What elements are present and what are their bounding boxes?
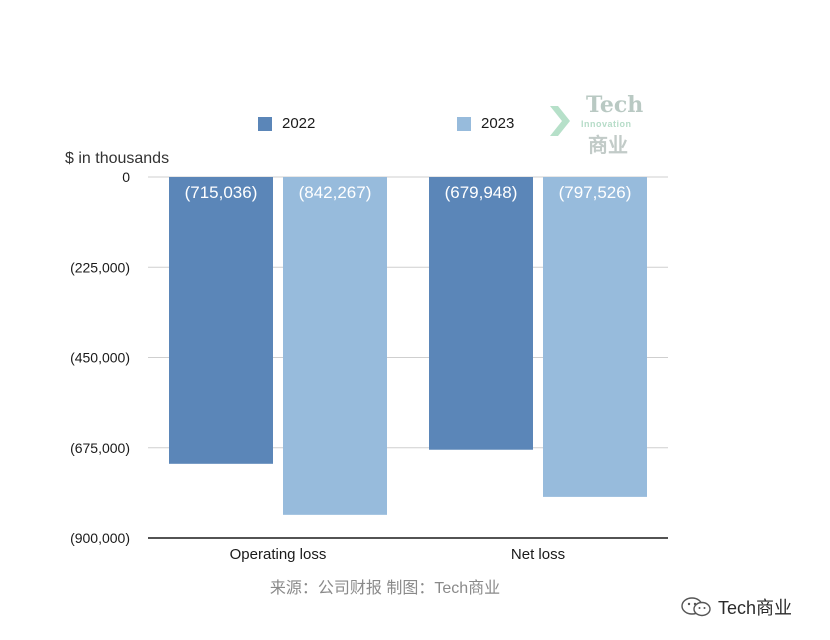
data-labels: (715,036) (842,267) (679,948) (797,526) <box>185 183 632 202</box>
brand-label: Tech商业 <box>718 598 793 618</box>
y-axis-ticks: 0 (225,000) (450,000) (675,000) (900,000) <box>70 169 130 546</box>
data-label: (679,948) <box>445 183 518 202</box>
bar-2022-0 <box>169 177 273 464</box>
bar-2023-1 <box>543 177 647 497</box>
bars <box>169 177 647 515</box>
legend-swatch-2023 <box>457 116 471 131</box>
legend-item-2023: 2023 <box>457 115 514 132</box>
x-category-label: Net loss <box>511 546 565 563</box>
watermark-logo: Tech Innovation 商业 <box>548 92 658 157</box>
watermark-line1: Tech <box>586 92 644 118</box>
source-note: 来源：公司财报 制图：Tech商业 <box>269 580 501 597</box>
watermark-line2: Innovation <box>581 119 632 129</box>
wechat-icon <box>681 597 711 617</box>
legend-item-2022: 2022 <box>258 115 315 132</box>
bar-2023-0 <box>283 177 387 515</box>
legend-swatch-2022 <box>258 116 272 131</box>
bar-2022-1 <box>429 177 533 450</box>
brand-badge: Tech商业 <box>680 594 792 620</box>
watermark-line3: 商业 <box>588 135 628 157</box>
data-label: (797,526) <box>559 183 632 202</box>
watermark-arrow-icon <box>550 106 570 136</box>
data-label: (715,036) <box>185 183 258 202</box>
data-label: (842,267) <box>299 183 372 202</box>
y-tick-label: (225,000) <box>70 259 130 275</box>
y-tick-label: (675,000) <box>70 440 130 456</box>
y-axis-label: $ in thousands <box>65 150 170 167</box>
legend-label-2022: 2022 <box>282 115 316 132</box>
x-category-label: Operating loss <box>230 546 327 563</box>
y-tick-label: (900,000) <box>70 530 130 546</box>
y-tick-label: 0 <box>122 169 130 185</box>
x-axis-categories: Operating loss Net loss <box>230 546 565 563</box>
y-tick-label: (450,000) <box>70 350 130 366</box>
legend-label-2023: 2023 <box>481 115 515 132</box>
